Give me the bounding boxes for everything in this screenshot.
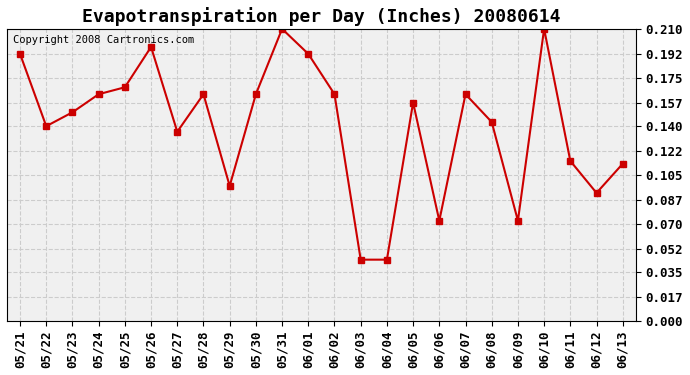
Title: Evapotranspiration per Day (Inches) 20080614: Evapotranspiration per Day (Inches) 2008… [82,7,561,26]
Text: Copyright 2008 Cartronics.com: Copyright 2008 Cartronics.com [13,35,195,45]
